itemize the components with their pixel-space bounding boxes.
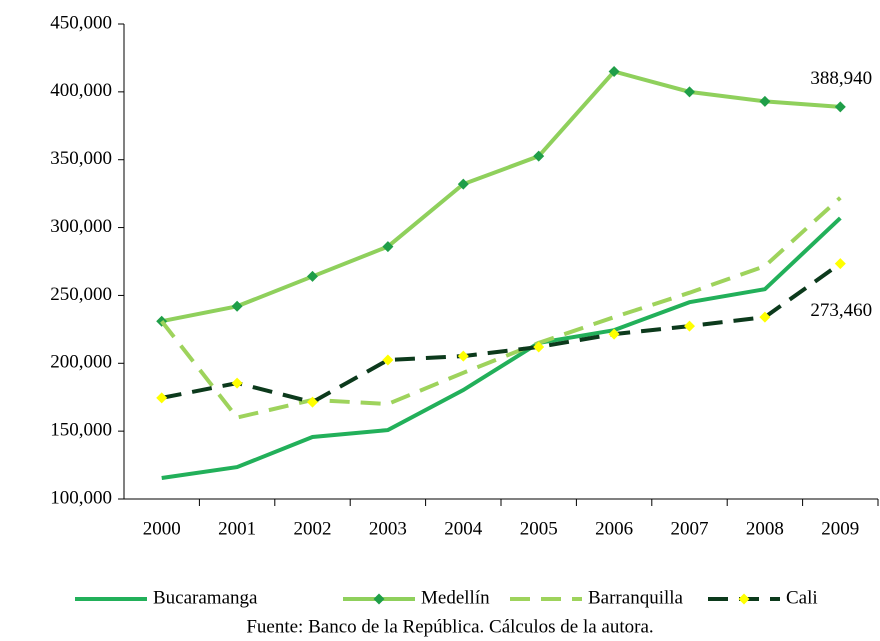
point-marker: [684, 320, 695, 332]
point-marker: [457, 178, 469, 190]
y-tick-label: 200,000: [50, 352, 112, 373]
point-marker: [608, 328, 620, 340]
point-marker: [382, 354, 394, 366]
point-marker: [759, 95, 771, 107]
point-marker: [834, 258, 846, 270]
x-tick-label: 2001: [218, 518, 256, 539]
x-tick-label: 2000: [143, 518, 181, 539]
point-marker: [231, 300, 243, 312]
series-line: [160, 196, 842, 420]
point-marker: [684, 86, 695, 98]
y-tick-label: 400,000: [50, 80, 112, 101]
series-line: [161, 69, 841, 324]
data-label: 273,460: [810, 300, 872, 321]
point-marker: [759, 311, 771, 323]
legend-label: Cali: [786, 587, 818, 608]
point-marker: [533, 341, 545, 353]
legend-label: Bucaramanga: [153, 587, 258, 608]
series-line: [161, 261, 842, 405]
point-marker: [382, 241, 394, 253]
x-tick-label: 2008: [746, 518, 784, 539]
y-tick-label: 150,000: [50, 420, 112, 441]
legend-label: Medellín: [421, 587, 490, 608]
point-marker: [307, 396, 318, 408]
x-tick-label: 2009: [821, 518, 859, 539]
x-tick-label: 2005: [520, 518, 558, 539]
point-marker: [533, 150, 545, 162]
legend-label: Barranquilla: [588, 587, 684, 608]
point-marker: [834, 101, 846, 113]
point-marker: [231, 377, 243, 389]
x-tick-label: 2003: [369, 518, 407, 539]
y-tick-label: 300,000: [50, 216, 112, 237]
point-marker: [457, 350, 469, 362]
y-tick-label: 450,000: [50, 12, 112, 33]
data-label: 388,940: [810, 68, 872, 89]
series-line: [161, 216, 842, 480]
point-marker: [156, 392, 168, 404]
y-tick-label: 350,000: [50, 148, 112, 169]
legend-marker: [373, 593, 385, 605]
x-tick-label: 2007: [671, 518, 709, 539]
y-tick-label: 250,000: [50, 284, 112, 305]
point-marker: [608, 66, 620, 77]
source-note: Fuente: Banco de la República. Cálculos …: [246, 616, 653, 637]
x-tick-label: 2004: [444, 518, 483, 539]
point-marker: [307, 270, 318, 282]
legend-marker: [738, 593, 750, 605]
x-tick-label: 2006: [595, 518, 633, 539]
x-tick-label: 2002: [294, 518, 332, 539]
y-tick-label: 100,000: [50, 487, 112, 508]
